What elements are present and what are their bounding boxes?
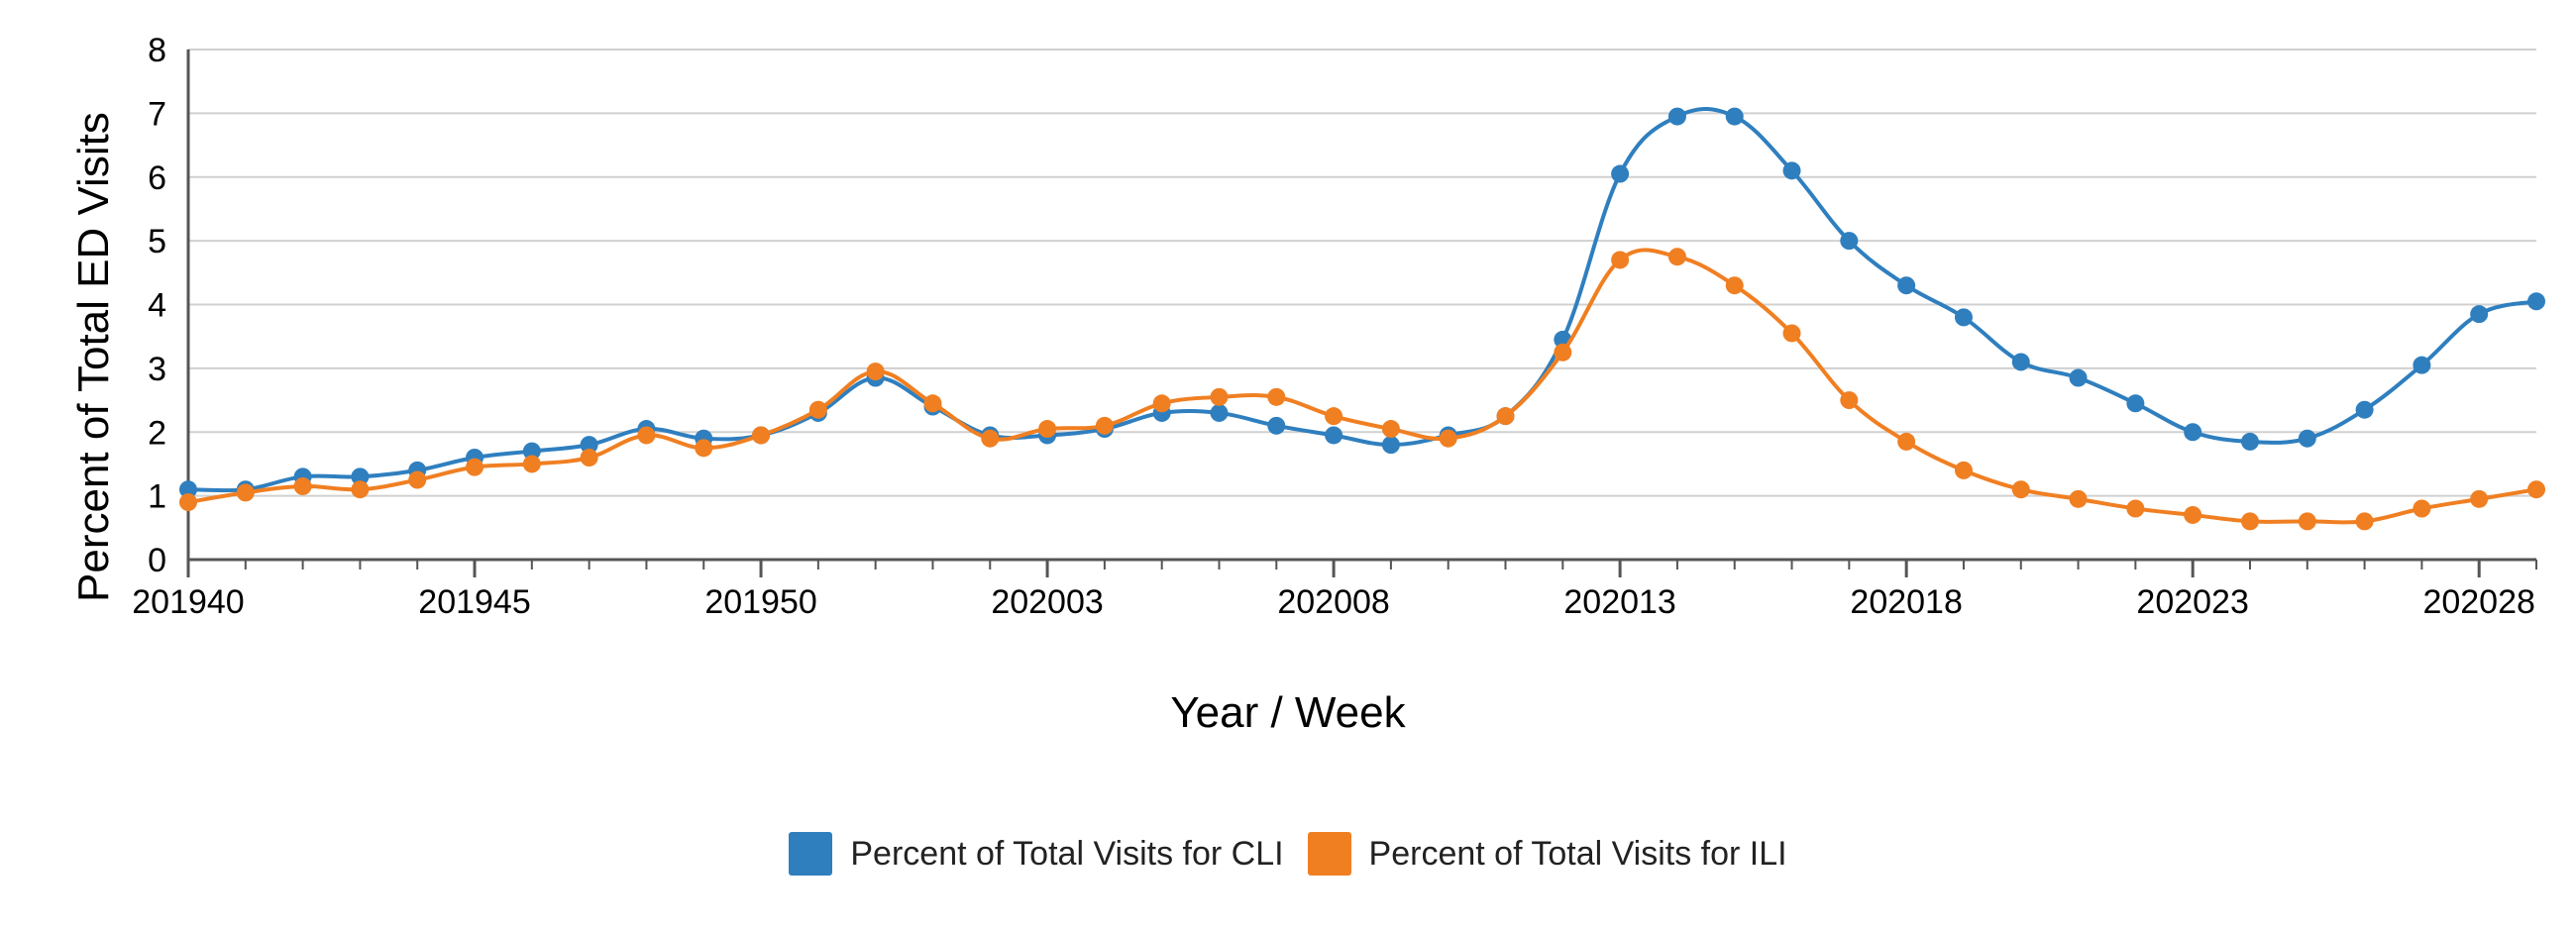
series-marker: [1840, 391, 1858, 409]
series-marker: [1210, 388, 1228, 406]
series-marker: [867, 362, 885, 380]
series-marker: [466, 459, 483, 476]
x-tick-label: 202013: [1563, 583, 1675, 621]
y-tick-label: 0: [148, 542, 166, 579]
series-marker: [2184, 506, 2201, 524]
series-marker: [1726, 276, 1744, 294]
series-marker: [1840, 232, 1858, 250]
series-marker: [2070, 369, 2088, 387]
x-tick-label: 202008: [1277, 583, 1389, 621]
x-tick-label: 201950: [704, 583, 816, 621]
series-marker: [179, 493, 197, 511]
series-marker: [351, 480, 369, 498]
x-tick-label: 202018: [1850, 583, 1962, 621]
series-marker: [1440, 430, 1457, 448]
series-marker: [1325, 407, 1342, 425]
series-marker: [1382, 436, 1400, 454]
series-marker: [581, 449, 598, 466]
series-marker: [1783, 324, 1801, 342]
series-marker: [2299, 512, 2316, 530]
series-marker: [1497, 407, 1515, 425]
y-tick-label: 5: [148, 223, 166, 260]
series-marker: [1897, 433, 1915, 451]
series-marker: [408, 471, 426, 489]
legend-item: Percent of Total Visits for CLI: [789, 832, 1283, 876]
x-tick-label: 202028: [2422, 583, 2534, 621]
series-marker: [1897, 276, 1915, 294]
series-marker: [2527, 480, 2545, 498]
series-marker: [1726, 108, 1744, 126]
y-tick-label: 7: [148, 95, 166, 133]
series-marker: [1668, 248, 1686, 265]
x-tick-label: 202003: [991, 583, 1103, 621]
series-marker: [1668, 108, 1686, 126]
series-marker: [294, 477, 312, 495]
x-tick-label: 201940: [132, 583, 244, 621]
y-tick-label: 2: [148, 414, 166, 452]
y-tick-label: 1: [148, 478, 166, 516]
series-marker: [752, 426, 770, 444]
series-marker: [2299, 430, 2316, 448]
legend-swatch: [789, 832, 832, 876]
y-axis-label: Percent of Total ED Visits: [69, 112, 119, 602]
series-marker: [2126, 500, 2144, 518]
series-marker: [2070, 490, 2088, 508]
series-marker: [1038, 420, 1056, 438]
series-marker: [1955, 308, 1973, 326]
x-axis-label: Year / Week: [0, 688, 2576, 738]
series-marker: [2012, 353, 2030, 370]
series-marker: [1554, 344, 1571, 362]
series-marker: [2126, 394, 2144, 412]
series-marker: [1153, 394, 1171, 412]
series-marker: [637, 426, 655, 444]
series-marker: [2470, 490, 2488, 508]
chart-svg: 0 1 2 3 4 5 6 7 8 201940 201945 201950 202003 202008 2…: [0, 0, 2576, 932]
series-marker: [1783, 161, 1801, 179]
y-tick-label: 3: [148, 351, 166, 388]
series-marker: [2356, 401, 2374, 419]
legend-label: Percent of Total Visits for ILI: [1369, 835, 1787, 874]
series-marker: [1611, 251, 1629, 268]
series-marker: [1267, 388, 1285, 406]
series-marker: [2241, 512, 2259, 530]
series-marker: [2241, 433, 2259, 451]
series-marker: [923, 394, 941, 412]
series-marker: [1955, 462, 1973, 479]
series-marker: [523, 455, 541, 472]
series-marker: [1611, 165, 1629, 183]
chart-legend: Percent of Total Visits for CLI Percent o…: [0, 832, 2576, 876]
series-marker: [981, 430, 999, 448]
series-marker: [2184, 423, 2201, 441]
series-marker: [2470, 305, 2488, 323]
series-marker: [1210, 404, 1228, 422]
series-marker: [1382, 420, 1400, 438]
y-tick-label: 4: [148, 287, 166, 325]
series-marker: [2012, 480, 2030, 498]
legend-label: Percent of Total Visits for CLI: [850, 835, 1283, 874]
x-tick-label: 201945: [418, 583, 530, 621]
series-marker: [695, 439, 712, 457]
legend-swatch: [1308, 832, 1351, 876]
x-tick-label: 202023: [2136, 583, 2248, 621]
series-marker: [237, 483, 255, 501]
series-marker: [2413, 357, 2430, 374]
y-tick-label: 8: [148, 32, 166, 69]
series-marker: [2356, 512, 2374, 530]
legend-item: Percent of Total Visits for ILI: [1308, 832, 1787, 876]
y-tick-label: 6: [148, 159, 166, 197]
line-chart: 0 1 2 3 4 5 6 7 8 201940 201945 201950 202003 202008 2…: [0, 0, 2576, 932]
series-marker: [2413, 500, 2430, 518]
series-marker: [809, 401, 827, 419]
series-marker: [2527, 292, 2545, 310]
series-marker: [1096, 417, 1114, 435]
series-marker: [1325, 426, 1342, 444]
series-marker: [1267, 417, 1285, 435]
